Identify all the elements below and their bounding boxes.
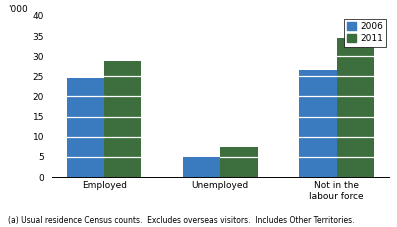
Text: (a) Usual residence Census counts.  Excludes overseas visitors.  Includes Other : (a) Usual residence Census counts. Exclu… — [8, 216, 355, 225]
Bar — [104, 62, 141, 177]
Bar — [183, 157, 220, 177]
Bar — [337, 38, 374, 177]
Bar — [299, 70, 337, 177]
Text: '000: '000 — [8, 5, 27, 14]
Bar — [67, 78, 104, 177]
Bar — [220, 147, 258, 177]
Legend: 2006, 2011: 2006, 2011 — [344, 19, 386, 47]
